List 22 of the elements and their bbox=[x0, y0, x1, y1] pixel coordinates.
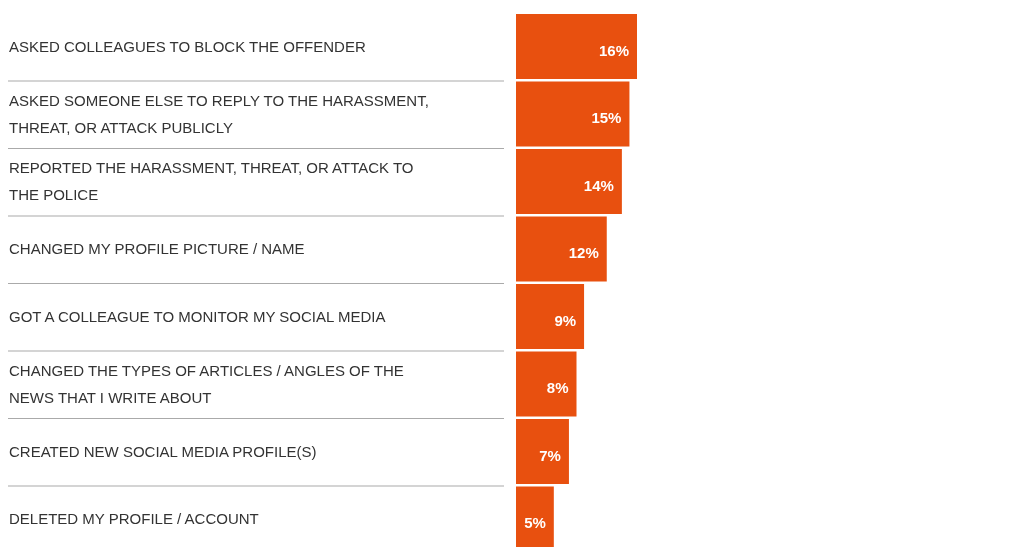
bar bbox=[516, 81, 630, 147]
data-label: 8% bbox=[546, 379, 569, 397]
bar bbox=[516, 284, 585, 349]
bar bbox=[516, 216, 607, 282]
data-label: 9% bbox=[554, 311, 577, 329]
y-tick-label: ASKED COLLEAGUES TO BLOCK THE OFFENDER bbox=[9, 37, 366, 55]
bar bbox=[516, 149, 622, 214]
bar bbox=[516, 351, 577, 417]
y-tick-label: ASKED SOMEONE ELSE TO REPLY TO THE HARASSMENT, THREAT, OR ATTACK PUBLICLY bbox=[9, 91, 429, 136]
data-label: 14% bbox=[583, 176, 614, 194]
y-tick-label: CHANGED THE TYPES OF ARTICLES / ANGLES OF THE NEWS THAT I WRITE ABOUT bbox=[9, 361, 404, 406]
data-label: 16% bbox=[598, 41, 629, 59]
y-tick-label: GOT A COLLEAGUE TO MONITOR MY SOCIAL MEDIA bbox=[9, 307, 386, 325]
data-label: 5% bbox=[524, 514, 546, 532]
y-tick-label: REPORTED THE HARASSMENT, THREAT, OR ATTACK TO THE POLICE bbox=[9, 159, 414, 204]
y-tick-label: CREATED NEW SOCIAL MEDIA PROFILE(S) bbox=[9, 442, 317, 460]
data-label: 12% bbox=[568, 244, 599, 262]
bar bbox=[516, 14, 637, 79]
y-tick-label: DELETED MY PROFILE / ACCOUNT bbox=[9, 510, 259, 528]
data-label: 7% bbox=[539, 446, 561, 464]
data-label: 15% bbox=[591, 109, 622, 127]
y-tick-label: CHANGED MY PROFILE PICTURE / NAME bbox=[9, 240, 305, 258]
